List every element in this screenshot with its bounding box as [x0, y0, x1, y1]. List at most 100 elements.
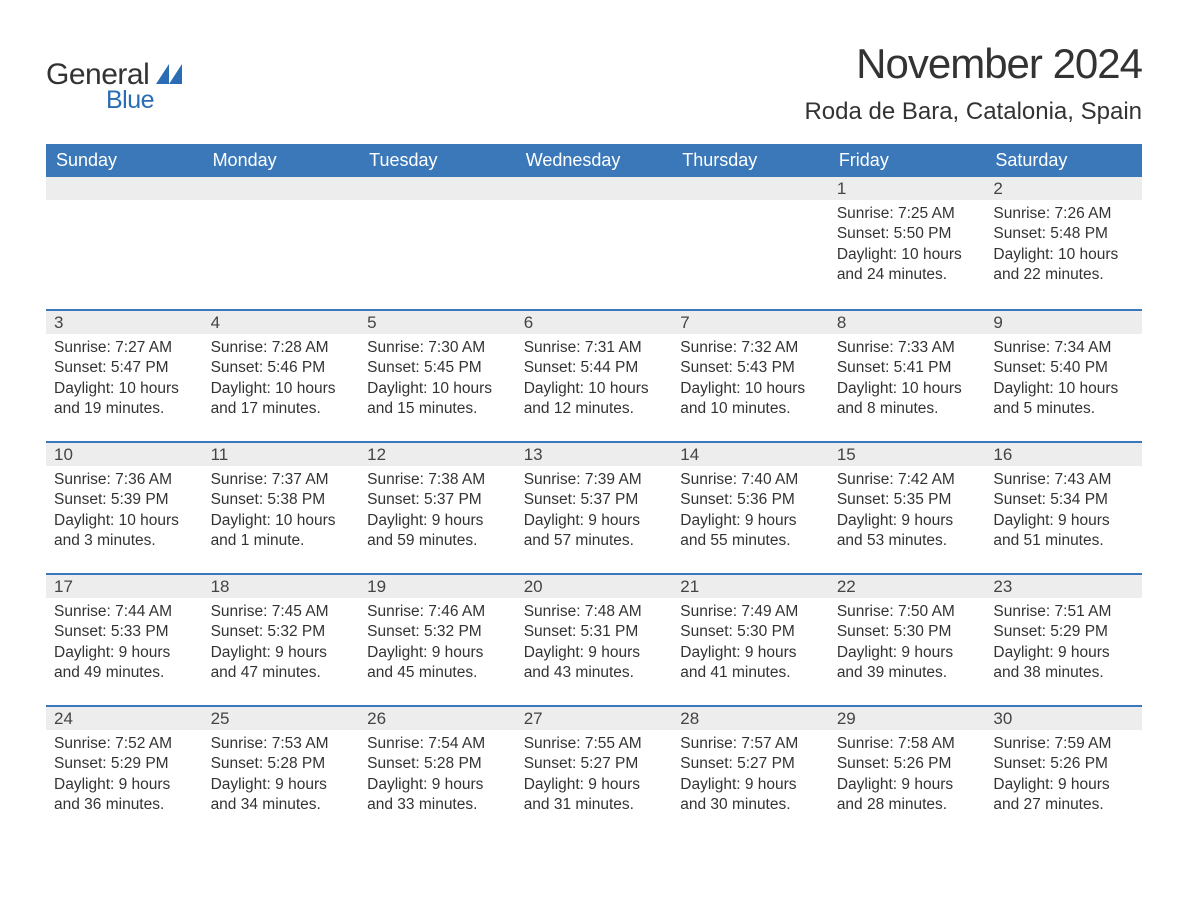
daylight-line: Daylight: 10 hours and 22 minutes. [993, 245, 1134, 286]
calendar-cell [359, 177, 516, 309]
calendar-row: 24Sunrise: 7:52 AMSunset: 5:29 PMDayligh… [46, 705, 1142, 837]
sunset-line: Sunset: 5:28 PM [211, 754, 352, 774]
sunset-line: Sunset: 5:48 PM [993, 224, 1134, 244]
daylight-line: Daylight: 10 hours and 12 minutes. [524, 379, 665, 420]
calendar-cell: 23Sunrise: 7:51 AMSunset: 5:29 PMDayligh… [985, 573, 1142, 705]
calendar-row: 10Sunrise: 7:36 AMSunset: 5:39 PMDayligh… [46, 441, 1142, 573]
sunrise-line: Sunrise: 7:53 AM [211, 734, 352, 754]
calendar-cell: 13Sunrise: 7:39 AMSunset: 5:37 PMDayligh… [516, 441, 673, 573]
weekday-header: Friday [829, 144, 986, 177]
sunrise-line: Sunrise: 7:26 AM [993, 204, 1134, 224]
daylight-line: Daylight: 10 hours and 5 minutes. [993, 379, 1134, 420]
day-number: 26 [359, 705, 516, 730]
daylight-line: Daylight: 9 hours and 27 minutes. [993, 775, 1134, 816]
daylight-line: Daylight: 9 hours and 43 minutes. [524, 643, 665, 684]
day-body: Sunrise: 7:45 AMSunset: 5:32 PMDaylight:… [203, 598, 360, 690]
sunset-line: Sunset: 5:30 PM [837, 622, 978, 642]
day-body: Sunrise: 7:39 AMSunset: 5:37 PMDaylight:… [516, 466, 673, 558]
calendar-cell: 11Sunrise: 7:37 AMSunset: 5:38 PMDayligh… [203, 441, 360, 573]
day-body: Sunrise: 7:51 AMSunset: 5:29 PMDaylight:… [985, 598, 1142, 690]
sunrise-line: Sunrise: 7:40 AM [680, 470, 821, 490]
sunset-line: Sunset: 5:29 PM [993, 622, 1134, 642]
day-number-empty [672, 177, 829, 200]
day-body: Sunrise: 7:40 AMSunset: 5:36 PMDaylight:… [672, 466, 829, 558]
sunset-line: Sunset: 5:29 PM [54, 754, 195, 774]
calendar-cell: 21Sunrise: 7:49 AMSunset: 5:30 PMDayligh… [672, 573, 829, 705]
day-number: 6 [516, 309, 673, 334]
sunset-line: Sunset: 5:26 PM [993, 754, 1134, 774]
day-body: Sunrise: 7:53 AMSunset: 5:28 PMDaylight:… [203, 730, 360, 822]
daylight-line: Daylight: 9 hours and 47 minutes. [211, 643, 352, 684]
sunset-line: Sunset: 5:36 PM [680, 490, 821, 510]
sunrise-line: Sunrise: 7:57 AM [680, 734, 821, 754]
day-number: 19 [359, 573, 516, 598]
sunset-line: Sunset: 5:30 PM [680, 622, 821, 642]
calendar-cell: 3Sunrise: 7:27 AMSunset: 5:47 PMDaylight… [46, 309, 203, 441]
daylight-line: Daylight: 9 hours and 49 minutes. [54, 643, 195, 684]
daylight-line: Daylight: 9 hours and 33 minutes. [367, 775, 508, 816]
daylight-line: Daylight: 9 hours and 59 minutes. [367, 511, 508, 552]
sunset-line: Sunset: 5:43 PM [680, 358, 821, 378]
day-body: Sunrise: 7:28 AMSunset: 5:46 PMDaylight:… [203, 334, 360, 426]
sunrise-line: Sunrise: 7:44 AM [54, 602, 195, 622]
calendar-cell: 19Sunrise: 7:46 AMSunset: 5:32 PMDayligh… [359, 573, 516, 705]
sunrise-line: Sunrise: 7:25 AM [837, 204, 978, 224]
weekday-header: Saturday [985, 144, 1142, 177]
sunrise-line: Sunrise: 7:30 AM [367, 338, 508, 358]
sunrise-line: Sunrise: 7:34 AM [993, 338, 1134, 358]
day-number-empty [516, 177, 673, 200]
day-number-empty [359, 177, 516, 200]
sunrise-line: Sunrise: 7:55 AM [524, 734, 665, 754]
sunrise-line: Sunrise: 7:27 AM [54, 338, 195, 358]
day-number: 8 [829, 309, 986, 334]
sunrise-line: Sunrise: 7:32 AM [680, 338, 821, 358]
sunrise-line: Sunrise: 7:58 AM [837, 734, 978, 754]
sunrise-line: Sunrise: 7:45 AM [211, 602, 352, 622]
sunset-line: Sunset: 5:27 PM [680, 754, 821, 774]
day-number: 30 [985, 705, 1142, 730]
day-body: Sunrise: 7:55 AMSunset: 5:27 PMDaylight:… [516, 730, 673, 822]
day-number: 15 [829, 441, 986, 466]
day-number-empty [203, 177, 360, 200]
day-number: 23 [985, 573, 1142, 598]
day-body: Sunrise: 7:42 AMSunset: 5:35 PMDaylight:… [829, 466, 986, 558]
day-body: Sunrise: 7:43 AMSunset: 5:34 PMDaylight:… [985, 466, 1142, 558]
day-number: 27 [516, 705, 673, 730]
daylight-line: Daylight: 9 hours and 34 minutes. [211, 775, 352, 816]
day-number: 25 [203, 705, 360, 730]
daylight-line: Daylight: 9 hours and 31 minutes. [524, 775, 665, 816]
sunrise-line: Sunrise: 7:50 AM [837, 602, 978, 622]
day-number: 29 [829, 705, 986, 730]
day-body: Sunrise: 7:46 AMSunset: 5:32 PMDaylight:… [359, 598, 516, 690]
sunset-line: Sunset: 5:31 PM [524, 622, 665, 642]
sunset-line: Sunset: 5:37 PM [524, 490, 665, 510]
sunrise-line: Sunrise: 7:46 AM [367, 602, 508, 622]
day-number: 22 [829, 573, 986, 598]
day-body: Sunrise: 7:34 AMSunset: 5:40 PMDaylight:… [985, 334, 1142, 426]
calendar-cell [672, 177, 829, 309]
day-number: 24 [46, 705, 203, 730]
sunrise-line: Sunrise: 7:38 AM [367, 470, 508, 490]
calendar-cell [516, 177, 673, 309]
sunset-line: Sunset: 5:35 PM [837, 490, 978, 510]
day-body: Sunrise: 7:25 AMSunset: 5:50 PMDaylight:… [829, 200, 986, 292]
calendar-cell: 14Sunrise: 7:40 AMSunset: 5:36 PMDayligh… [672, 441, 829, 573]
calendar-cell: 28 Sunrise: 7:57 AMSunset: 5:27 PMDayligh… [672, 705, 829, 837]
sunrise-line: Sunrise: 7:48 AM [524, 602, 665, 622]
daylight-line: Daylight: 10 hours and 17 minutes. [211, 379, 352, 420]
daylight-line: Daylight: 9 hours and 41 minutes. [680, 643, 821, 684]
day-body: Sunrise: 7:33 AMSunset: 5:41 PMDaylight:… [829, 334, 986, 426]
day-number: 21 [672, 573, 829, 598]
day-number: 28 [672, 705, 829, 730]
calendar-row: 17Sunrise: 7:44 AMSunset: 5:33 PMDayligh… [46, 573, 1142, 705]
sunset-line: Sunset: 5:28 PM [367, 754, 508, 774]
daylight-line: Daylight: 9 hours and 30 minutes. [680, 775, 821, 816]
sunset-line: Sunset: 5:34 PM [993, 490, 1134, 510]
sunrise-line: Sunrise: 7:42 AM [837, 470, 978, 490]
day-number: 11 [203, 441, 360, 466]
calendar-cell: 8Sunrise: 7:33 AMSunset: 5:41 PMDaylight… [829, 309, 986, 441]
daylight-line: Daylight: 9 hours and 51 minutes. [993, 511, 1134, 552]
weekday-header-row: SundayMondayTuesdayWednesdayThursdayFrid… [46, 144, 1142, 177]
calendar-cell: 30Sunrise: 7:59 AMSunset: 5:26 PMDayligh… [985, 705, 1142, 837]
sunset-line: Sunset: 5:45 PM [367, 358, 508, 378]
